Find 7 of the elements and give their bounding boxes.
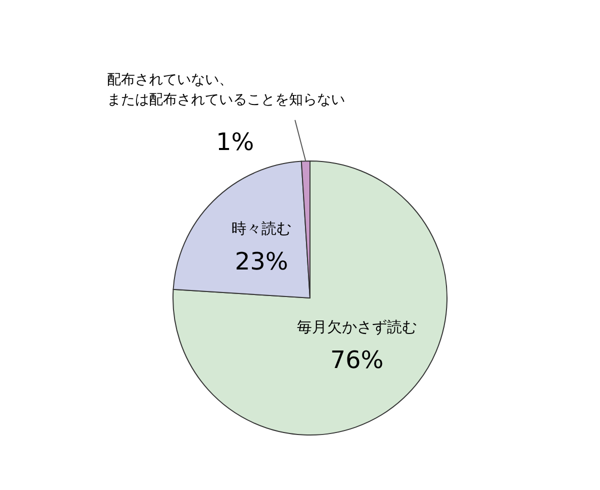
pie-slice: [172, 160, 448, 436]
data-label: 23%: [234, 248, 288, 276]
slice-label: 毎月欠かさず読む: [296, 318, 417, 336]
slice-label: 配布されていない、または配布されていることを知らない: [107, 72, 345, 108]
data-label: 76%: [330, 346, 384, 374]
data-label: 1%: [216, 128, 254, 156]
slice-label: 時々読む: [232, 220, 292, 238]
